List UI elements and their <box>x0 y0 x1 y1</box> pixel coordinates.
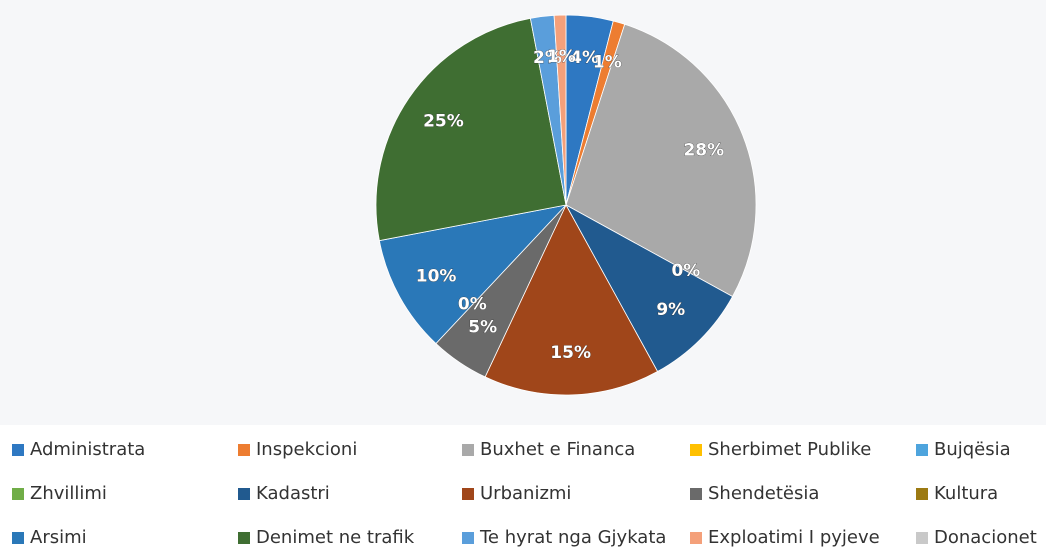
legend-label: Exploatimi I pyjeve <box>708 527 880 548</box>
legend-swatch <box>12 444 24 456</box>
data-label: 4% <box>570 48 599 68</box>
data-label: 5% <box>468 318 497 338</box>
legend-swatch <box>690 444 702 456</box>
legend-label: Zhvillimi <box>30 483 107 504</box>
legend-swatch <box>916 532 928 544</box>
legend-label: Inspekcioni <box>256 439 357 460</box>
data-label: 2% <box>533 48 562 68</box>
legend-label: Kadastri <box>256 483 330 504</box>
pie-slice <box>375 17 567 242</box>
legend-swatch <box>690 488 702 500</box>
pie-slice <box>553 14 567 206</box>
data-label: 10% <box>416 266 457 286</box>
legend-label: Buxhet e Financa <box>480 439 635 460</box>
legend-swatch <box>916 444 928 456</box>
data-label: 28% <box>683 140 724 160</box>
legend-label: Denimet ne trafik <box>256 527 415 548</box>
data-label: 1% <box>547 47 576 67</box>
legend-label: Sherbimet Publike <box>708 439 871 460</box>
data-label: 0% <box>671 261 700 281</box>
legend-swatch <box>238 532 250 544</box>
pie-slice <box>484 204 659 396</box>
legend-swatch <box>238 444 250 456</box>
data-label: 0% <box>458 295 487 315</box>
legend-swatch <box>238 488 250 500</box>
legend-label: Bujqësia <box>934 439 1011 460</box>
data-label: 1% <box>593 53 622 73</box>
legend-label: Te hyrat nga Gjykata <box>479 527 666 548</box>
pie-slice <box>378 204 568 345</box>
data-label: 9% <box>656 300 685 320</box>
legend-label: Kultura <box>934 483 998 504</box>
legend-swatch <box>462 488 474 500</box>
legend-swatch <box>690 532 702 544</box>
legend-swatch <box>462 444 474 456</box>
legend-label: Administrata <box>30 439 145 460</box>
legend-label: Arsimi <box>30 527 87 548</box>
legend-swatch <box>462 532 474 544</box>
legend-label: Shendetësia <box>708 483 819 504</box>
data-label: 25% <box>423 112 464 132</box>
pie-slice <box>564 203 734 373</box>
legend-swatch <box>12 488 24 500</box>
data-label: 15% <box>550 343 591 363</box>
legend-label: Urbanizmi <box>480 483 571 504</box>
legend-swatch <box>12 532 24 544</box>
legend-label: Donacionet <box>934 527 1037 548</box>
pie-slice <box>565 23 757 298</box>
legend-swatch <box>916 488 928 500</box>
